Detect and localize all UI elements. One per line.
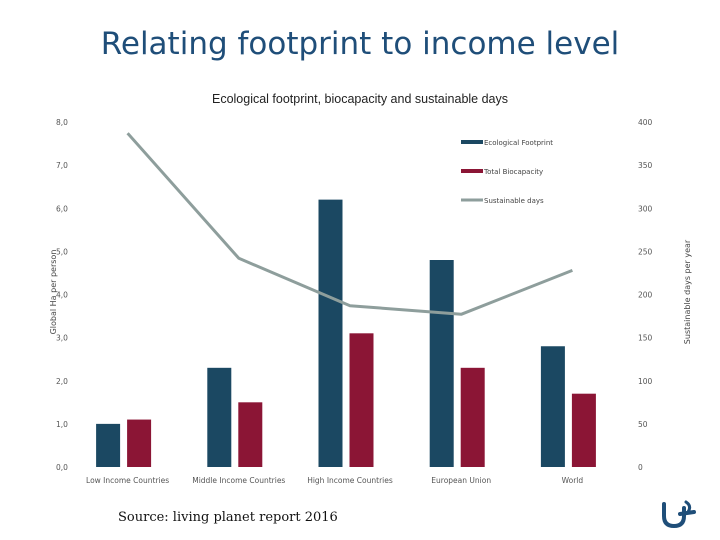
y-tick-label: 8,0 — [56, 118, 68, 127]
biocapacity-bar — [238, 402, 263, 467]
y-tick-label: 7,0 — [56, 161, 68, 170]
category-label: World — [562, 476, 584, 485]
y2-tick-label: 200 — [638, 291, 653, 300]
biocapacity-bar — [349, 333, 374, 467]
category-label: Middle Income Countries — [192, 476, 285, 485]
y2-tick-label: 300 — [638, 204, 653, 213]
footprint-bar — [429, 260, 454, 467]
biocapacity-bar — [460, 367, 485, 467]
legend-label: Ecological Footprint — [484, 139, 553, 147]
category-label: Low Income Countries — [86, 476, 169, 485]
y2-tick-label: 0 — [638, 463, 643, 472]
y-tick-label: 3,0 — [56, 334, 68, 343]
category-label: European Union — [431, 476, 491, 485]
y2-tick-label: 250 — [638, 247, 653, 256]
university-logo-icon — [662, 500, 696, 529]
chart-title: Ecological footprint, biocapacity and su… — [211, 92, 508, 106]
biocapacity-bar — [571, 393, 596, 467]
y-tick-label: 1,0 — [56, 420, 68, 429]
footprint-bar — [207, 367, 232, 467]
y2-tick-label: 50 — [638, 420, 648, 429]
y-axis-title: Global Ha per person — [49, 250, 58, 335]
footprint-bar — [540, 346, 565, 467]
y2-tick-label: 150 — [638, 334, 653, 343]
y2-axis-title: Sustainable days per year — [683, 239, 692, 344]
footprint-bar — [96, 423, 121, 467]
y-tick-label: 4,0 — [56, 291, 68, 300]
legend-label: Total Biocapacity — [483, 168, 543, 176]
category-label: High Income Countries — [307, 476, 393, 485]
y-tick-label: 2,0 — [56, 377, 68, 386]
y-tick-label: 5,0 — [56, 247, 68, 256]
source-note: Source: living planet report 2016 — [118, 510, 338, 525]
sustainable-days-line — [126, 132, 573, 316]
y-tick-label: 0,0 — [56, 463, 68, 472]
y2-tick-label: 350 — [638, 161, 653, 170]
biocapacity-bar — [127, 419, 152, 467]
y2-tick-label: 100 — [638, 377, 653, 386]
y-tick-label: 6,0 — [56, 204, 68, 213]
slide-title: Relating footprint to income level — [100, 26, 620, 62]
footprint-bar — [318, 199, 343, 467]
legend-label: Sustainable days — [484, 197, 544, 205]
legend-swatch — [461, 140, 483, 144]
y2-tick-label: 400 — [638, 118, 653, 127]
legend-swatch — [461, 169, 483, 173]
